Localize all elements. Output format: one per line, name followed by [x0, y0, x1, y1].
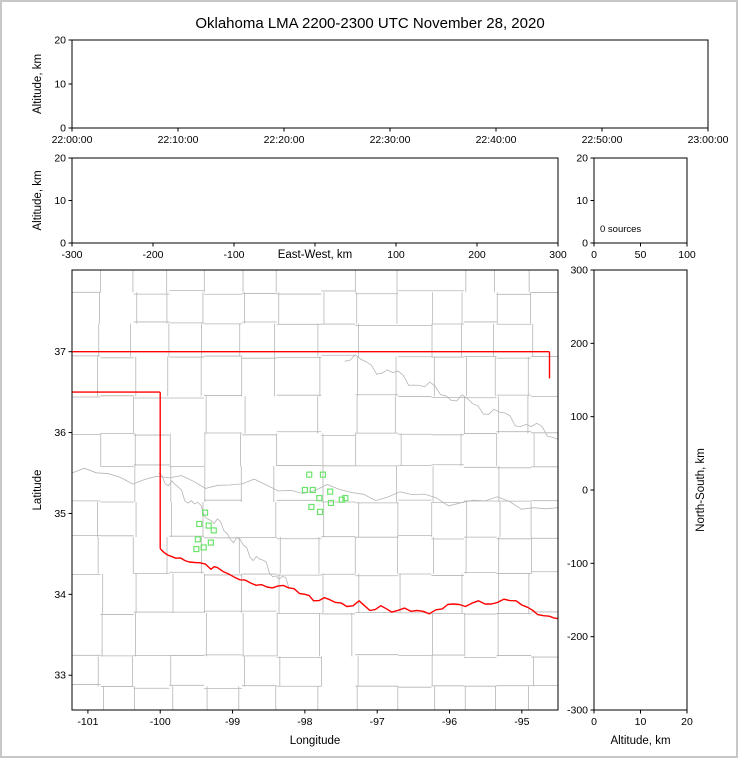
- source-marker: [327, 488, 334, 495]
- x-tick-label: -300: [61, 249, 82, 261]
- y-tick-label: 20: [54, 35, 66, 47]
- x-tick-label: 100: [678, 249, 696, 261]
- panel-ew-altitude: -300 -200 -100 100 200 300 0 10 20 East-West, km A…: [32, 153, 567, 262]
- x-tick-label: -200: [142, 249, 163, 261]
- x-tick-label: -95: [514, 716, 529, 728]
- source-count-annotation: 0 sources: [600, 224, 641, 235]
- source-marker: [327, 499, 335, 507]
- y-tick-label: 0: [582, 485, 588, 497]
- x-tick-label: -98: [297, 716, 312, 728]
- x-tick-label: -100: [223, 249, 244, 261]
- figure-title: Oklahoma LMA 2200-2300 UTC November 28, …: [195, 15, 544, 32]
- x-tick-label: -96: [442, 716, 457, 728]
- red-river-border: [159, 548, 558, 620]
- x-tick-label: 200: [468, 249, 486, 261]
- y-axis-label: Latitude: [32, 470, 44, 511]
- source-marker: [338, 496, 345, 503]
- source-marker: [308, 503, 315, 511]
- x-tick-label: 22:20:00: [264, 134, 305, 146]
- x-tick-label: -101: [77, 716, 98, 728]
- source-marker: [210, 527, 217, 534]
- y-tick-label: 36: [54, 427, 66, 439]
- y-tick-label: 20: [576, 153, 588, 165]
- x-axis-label: Longitude: [290, 735, 341, 747]
- source-marker: [319, 471, 327, 478]
- source-marker: [201, 509, 209, 516]
- x-axis-label: East-West, km: [278, 249, 353, 261]
- y-tick-label: 10: [54, 195, 66, 207]
- x-tick-label: 10: [635, 716, 647, 728]
- x-tick-label: 23:00:00: [688, 134, 729, 146]
- x-tick-label: 22:10:00: [158, 134, 199, 146]
- x-tick-label: 22:40:00: [476, 134, 517, 146]
- y-axis-label: Altitude, km: [32, 170, 44, 230]
- y-tick-label: 33: [54, 670, 66, 682]
- panel-frame: [71, 269, 559, 711]
- panel-ns-altitude: 0 10 20 -300 -200 -100 0 100 200 300 Altitude, km N…: [567, 265, 707, 748]
- panel-frame: [71, 157, 559, 244]
- y-tick-label: 35: [54, 508, 66, 520]
- y-axis-label: Altitude, km: [32, 54, 44, 114]
- x-tick-label: 50: [635, 249, 647, 261]
- y-tick-label: 10: [54, 79, 66, 91]
- y-tick-label: 0: [582, 238, 588, 250]
- x-tick-label: 22:00:00: [52, 134, 93, 146]
- y-tick-label: 0: [60, 238, 66, 250]
- source-marker: [306, 471, 313, 478]
- x-tick-label: -100: [150, 716, 171, 728]
- source-marker: [301, 486, 308, 494]
- x-tick-label: 100: [387, 249, 405, 261]
- y-tick-label: 34: [54, 589, 66, 601]
- y-tick-label: 200: [570, 338, 588, 350]
- source-marker: [309, 486, 316, 494]
- source-marker: [342, 494, 349, 502]
- source-marker: [316, 508, 324, 515]
- y-tick-label: 20: [54, 153, 66, 165]
- source-marker: [205, 522, 212, 529]
- panel-frame: [71, 39, 709, 129]
- y-axis-label-right: North-South, km: [695, 448, 707, 532]
- map-layers: [72, 270, 558, 710]
- panel-frame: [593, 269, 688, 711]
- y-tick-label: 37: [54, 346, 66, 358]
- panel-altitude-histogram: 0 50 100 0 10 20: [576, 153, 696, 262]
- river-boundary-line: [344, 354, 558, 440]
- y-tick-label: -200: [567, 631, 588, 643]
- source-marker: [207, 539, 214, 546]
- x-tick-label: 22:50:00: [582, 134, 623, 146]
- x-tick-label: -99: [225, 716, 240, 728]
- source-marker: [316, 494, 323, 502]
- x-tick-label: 20: [681, 716, 693, 728]
- y-tick-label: 0: [60, 123, 66, 135]
- source-marker: [196, 520, 203, 528]
- x-tick-label: 300: [549, 249, 567, 261]
- x-tick-label: 22:30:00: [370, 134, 411, 146]
- y-tick-label: -100: [567, 558, 588, 570]
- source-marker: [193, 545, 200, 553]
- x-tick-label: 0: [591, 249, 597, 261]
- y-tick-label: -300: [567, 705, 588, 717]
- x-tick-label: -97: [370, 716, 385, 728]
- x-tick-label: 0: [591, 716, 597, 728]
- panel-map: -101 -100 -99 -98 -97 -96 -95 33 34 35 36 37 Longitu…: [32, 269, 559, 747]
- y-tick-label: 100: [570, 411, 588, 423]
- panel-time-height: 22:00:00 22:10:00 22:20:00 22:30:00 22:40:00…: [32, 35, 729, 147]
- river-boundary-line: [158, 472, 290, 589]
- source-marker: [200, 544, 207, 551]
- source-marker: [194, 536, 201, 543]
- y-tick-label: 300: [570, 265, 588, 277]
- x-axis-label: Altitude, km: [610, 735, 670, 747]
- y-tick-label: 10: [576, 195, 588, 207]
